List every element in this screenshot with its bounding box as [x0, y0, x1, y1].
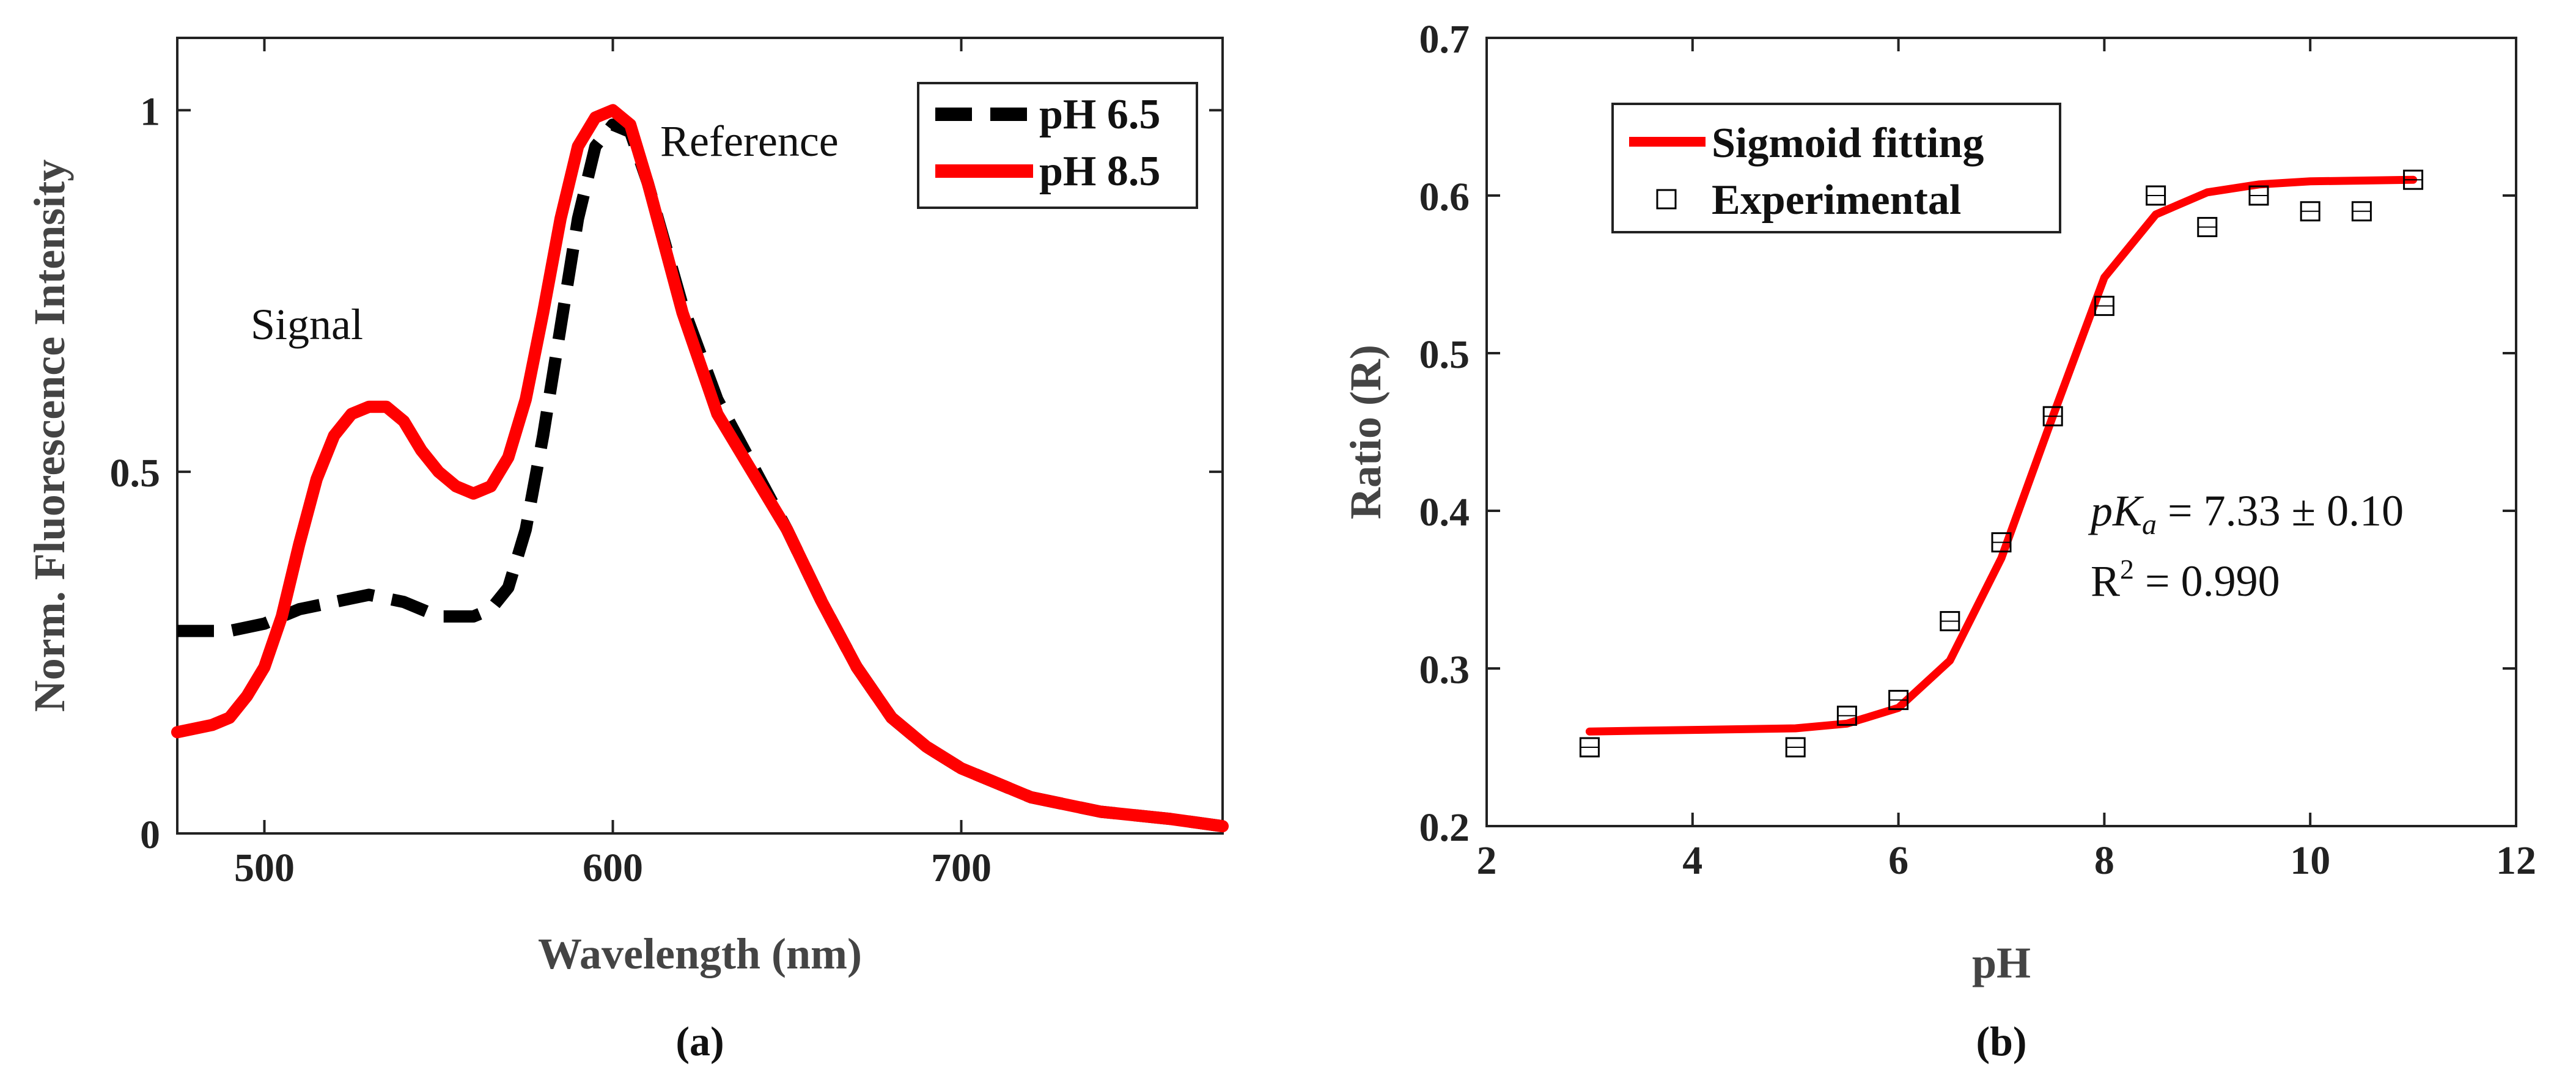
pka-K: K [2112, 486, 2144, 535]
y-tick-label: 0.6 [1419, 175, 1470, 219]
data-point [2403, 169, 2424, 190]
data-point [2248, 185, 2269, 206]
data-point [1579, 737, 1600, 758]
annotation-reference: Reference [660, 117, 839, 166]
x-tick-label: 700 [931, 846, 992, 890]
r2-R: R [2091, 557, 2120, 606]
panel-a-ticks: 500 600 700 0 0.5 1 [110, 38, 1223, 890]
panel-b-ticks: 2 4 6 8 10 12 0.2 0.3 0.4 0.5 0.6 0.7 [1419, 17, 2537, 883]
data-point [2300, 201, 2320, 222]
panel-a-legend: pH 6.5 pH 8.5 [917, 82, 1198, 209]
data-point [1836, 705, 1857, 726]
pka-subscript: a [2142, 508, 2157, 541]
x-tick-label: 10 [2290, 838, 2330, 883]
legend-swatch-experimental [1656, 189, 1677, 210]
y-tick-label: 0 [140, 813, 160, 857]
panel-a-legend-box [917, 82, 1198, 209]
x-tick-label: 12 [2496, 838, 2536, 883]
data-point [2197, 217, 2218, 238]
y-tick-label: 0.5 [1419, 332, 1470, 377]
series-line-ph-6-5 [177, 119, 1224, 833]
series-line-ph-8-5 [171, 104, 1229, 833]
panel-b-legend-box [1611, 103, 2061, 233]
panel-b-legend: Sigmoid fitting Experimental [1611, 103, 2061, 233]
panel-a-spectra-chart: 500 600 700 0 0.5 1 Signal Reference Waveleng… [25, 37, 1229, 1064]
y-tick-label: 0.3 [1419, 648, 1470, 692]
y-tick-label: 0.4 [1419, 490, 1470, 535]
pka-value: = 7.33 ± 0.10 [2157, 486, 2404, 535]
y-tick-label: 0.5 [110, 451, 161, 496]
data-point [2351, 201, 2372, 222]
r2-value: = 0.990 [2134, 557, 2280, 606]
y-tick-label: 1 [140, 89, 160, 134]
annotation-signal: Signal [251, 300, 363, 349]
panel-a-ylabel: Norm. Fluorescence Intensity [25, 159, 74, 712]
r2-superscript: 2 [2120, 554, 2134, 585]
x-tick-label: 600 [583, 846, 643, 890]
data-point [2094, 296, 2114, 317]
x-tick-label: 4 [1682, 838, 1702, 883]
pka-p: p [2088, 486, 2113, 535]
legend-label-ph65: pH 6.5 [1039, 91, 1160, 138]
data-point [1940, 611, 1960, 632]
panel-a-xlabel: Wavelength (nm) [538, 929, 862, 978]
x-tick-label: 6 [1888, 838, 1908, 883]
x-tick-label: 500 [234, 846, 295, 890]
data-point [1888, 690, 1909, 711]
panel-a-lines [171, 104, 1229, 833]
data-point [2146, 185, 2166, 206]
panel-b-ylabel: Ratio (R) [1341, 345, 1390, 519]
panel-b-plot-frame [1485, 37, 2517, 827]
annotation-r2: R2 = 0.990 [2091, 554, 2280, 606]
y-tick-label: 0.2 [1419, 805, 1470, 850]
data-point [1991, 532, 2012, 553]
x-tick-label: 8 [2094, 838, 2114, 883]
legend-label-experimental: Experimental [1712, 177, 1961, 224]
panel-b-xlabel: pH [1972, 939, 2031, 987]
panel-b-caption: (b) [1976, 1018, 2026, 1064]
panel-b-lines [1579, 169, 2424, 758]
panel-a-plot-frame [176, 37, 1224, 835]
legend-label-sigmoid: Sigmoid fitting [1712, 120, 1984, 167]
data-point [1785, 737, 1806, 758]
annotation-pka: pKa = 7.33 ± 0.10 [2088, 486, 2404, 541]
panel-b-ratio-chart: 2 4 6 8 10 12 0.2 0.3 0.4 0.5 0.6 0.7 pKa = 7.33 ± … [1341, 17, 2536, 1064]
legend-label-ph85: pH 8.5 [1039, 148, 1160, 195]
y-tick-label: 0.7 [1419, 17, 1470, 62]
x-tick-label: 2 [1477, 838, 1497, 883]
data-point [2042, 406, 2063, 426]
series-line-sigmoid-fitting [1585, 175, 2418, 736]
panel-a-caption: (a) [675, 1018, 724, 1064]
